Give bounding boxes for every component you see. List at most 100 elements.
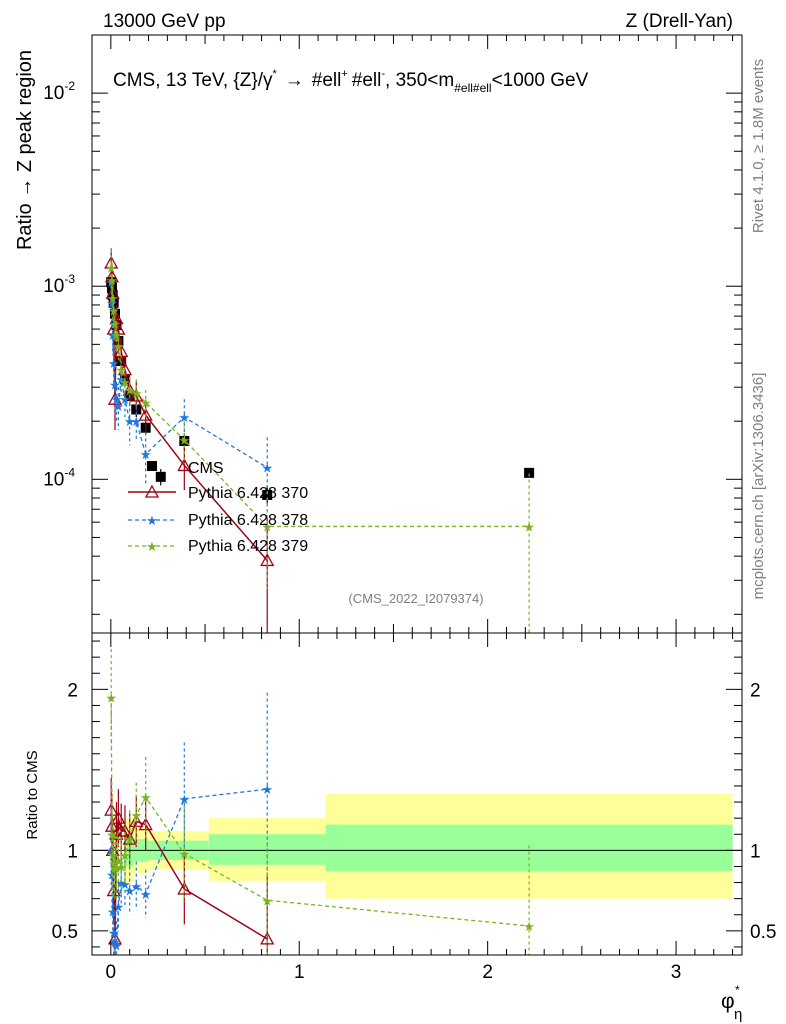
- ratio-point-p379: ★: [261, 893, 273, 908]
- main-point-p379: ★: [108, 303, 120, 318]
- main-point-p379: ★: [124, 383, 136, 398]
- main-y-axis-label: Ratio → Z peak region: [14, 50, 36, 250]
- ratio-axes: 0.5 0.5 1 1 2 2 0 1 2 3: [52, 633, 776, 983]
- main-point-p378: ★: [113, 399, 125, 414]
- main-axes: 10-4 10-3 10-2: [43, 34, 742, 633]
- ratio-point-p378: ★: [113, 900, 125, 915]
- legend-label-379: Pythia 6.428 379: [188, 538, 308, 555]
- ratio-point-p378: ★: [108, 925, 120, 940]
- main-point-p378: ★: [111, 392, 123, 407]
- legend-label-370: Pythia 6.428 370: [188, 485, 308, 502]
- ratio-series-line-p378: [110, 788, 268, 946]
- ratio-point-p379: ★: [111, 861, 123, 876]
- ratio-point-p378: ★: [130, 879, 142, 894]
- ratio-point-p379: ★: [113, 853, 125, 868]
- x-tick-label: 2: [482, 962, 493, 983]
- legend-label-378: Pythia 6.428 378: [188, 512, 308, 529]
- main-point-cms: [155, 471, 166, 482]
- main-point-p378: ★: [108, 356, 120, 371]
- legend-marker-379: ★: [146, 539, 158, 554]
- main-point-p370: [177, 458, 192, 472]
- ratio-y-tick-label-right: 1: [750, 841, 761, 862]
- main-point-p378: ★: [105, 275, 117, 290]
- legend: CMS Pythia 6.428 370 ★ Pythia 6.428 378 …: [128, 460, 308, 555]
- main-point-p379: ★: [523, 519, 535, 534]
- main-point-p378: ★: [130, 414, 142, 429]
- main-point-p379: ★: [111, 328, 123, 343]
- ratio-y-axis-label: Ratio to CMS: [24, 750, 41, 839]
- legend-entry-cms: CMS: [147, 460, 224, 477]
- ratio-point-p379: ★: [106, 827, 118, 842]
- main-point-p379: ★: [105, 261, 117, 276]
- main-panel: ★★★★★★★★★★★★★★★★★★★★★★★★★★★★ ★ 10-410-310…: [14, 34, 743, 634]
- x-tick-label: 3: [671, 962, 682, 983]
- ratio-point-p370: [260, 931, 275, 945]
- ratio-point-p379: ★: [109, 861, 121, 876]
- ratio-y-tick-label-left: 0.5: [52, 922, 78, 943]
- ratio-point-p379: ★: [523, 919, 535, 934]
- main-point-p378: ★: [140, 447, 152, 462]
- ratio-point-p378: ★: [119, 877, 131, 892]
- ratio-point-p379: ★: [178, 847, 190, 862]
- ratio-point-p370: [104, 802, 119, 816]
- legend-marker-cms: [147, 461, 157, 471]
- main-plot-marks: ★★★★★★★★★★★★★★★★★★★★★★★★★★★★ ★: [104, 248, 535, 633]
- main-point-p379: ★: [109, 317, 121, 332]
- legend-marker-370: [144, 484, 160, 498]
- ratio-point-p379: ★: [130, 808, 142, 823]
- ratio-point-p378: ★: [115, 876, 127, 891]
- main-point-cms: [262, 489, 273, 500]
- header-right: Z (Drell-Yan): [626, 11, 733, 32]
- main-point-p379: ★: [119, 375, 131, 390]
- ratio-y-tick-label-right: 0.5: [750, 922, 776, 943]
- main-y-tick-label: 10-4: [43, 465, 75, 490]
- ratio-point-p378: ★: [105, 843, 117, 858]
- main-point-p379: ★: [106, 273, 118, 288]
- main-point-p378: ★: [124, 414, 136, 429]
- main-point-cms: [524, 467, 535, 478]
- x-tick-label: 0: [106, 962, 117, 983]
- main-point-p379: ★: [178, 433, 190, 448]
- legend-entry-370: Pythia 6.428 370: [128, 484, 308, 502]
- main-point-p378: ★: [109, 377, 121, 392]
- mcplots-reference-label: mcplots.cern.ch [arXiv:1306.3436]: [750, 373, 767, 600]
- main-point-p379: ★: [107, 291, 119, 306]
- ratio-y-tick-label-left: 1: [67, 841, 78, 862]
- legend-entry-379: ★ Pythia 6.428 379: [128, 538, 308, 555]
- main-panel-background: [92, 35, 742, 633]
- chart-title: CMS, 13 TeV, {Z}/γ* → #ell+ #ell-, 350<m#el…: [113, 68, 589, 95]
- x-axis-label-sup: *: [735, 983, 740, 997]
- ratio-point-p379: ★: [105, 690, 117, 705]
- main-point-p379: ★: [115, 363, 127, 378]
- ratio-point-p379: ★: [140, 790, 152, 805]
- legend-marker-378: ★: [146, 513, 158, 528]
- ratio-point-p379: ★: [108, 856, 120, 871]
- main-point-p370: [107, 391, 123, 405]
- x-axis-label-sub: η: [734, 1006, 742, 1023]
- main-point-p378: ★: [178, 410, 190, 425]
- main-point-p379: ★: [261, 519, 273, 534]
- ratio-point-p378: ★: [140, 887, 152, 902]
- main-y-tick-label: 10-2: [43, 79, 75, 104]
- main-y-tick-label: 10-3: [43, 272, 75, 297]
- main-point-p379: ★: [113, 339, 125, 354]
- rivet-version-label: Rivet 4.1.0, ≥ 1.8M events: [750, 59, 767, 233]
- x-axis-label: φ * η: [721, 983, 742, 1023]
- ratio-point-p378: ★: [178, 792, 190, 807]
- analysis-watermark: (CMS_2022_I2079374): [348, 591, 483, 606]
- header-left: 13000 GeV pp: [103, 11, 226, 32]
- x-tick-label: 1: [294, 962, 305, 983]
- ratio-point-p379: ★: [115, 859, 127, 874]
- ratio-y-tick-label-left: 2: [67, 680, 78, 701]
- ratio-point-p370: [122, 831, 137, 845]
- legend-entry-378: ★ Pythia 6.428 378: [128, 512, 308, 529]
- x-axis-label-main: φ: [721, 990, 735, 1013]
- ratio-point-p379: ★: [119, 848, 131, 863]
- legend-label-cms: CMS: [188, 460, 224, 477]
- main-point-p379: ★: [130, 386, 142, 401]
- ratio-y-tick-label-right: 2: [750, 680, 761, 701]
- ratio-point-p370: [177, 881, 192, 895]
- ratio-point-p379: ★: [107, 848, 119, 863]
- ratio-point-p378: ★: [124, 884, 136, 899]
